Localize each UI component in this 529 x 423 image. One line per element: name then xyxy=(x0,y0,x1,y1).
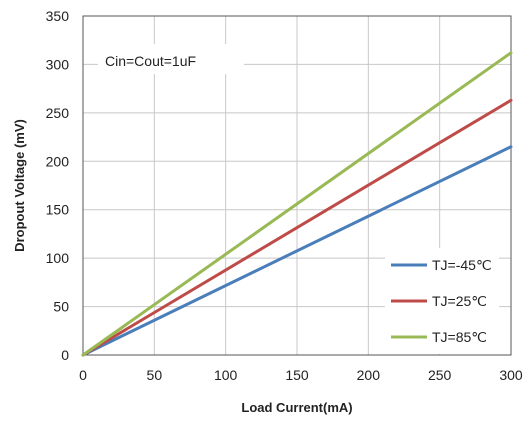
series-line-2 xyxy=(81,98,513,357)
y-tick-label: 350 xyxy=(46,8,70,24)
series-lines xyxy=(81,51,513,357)
x-tick-label: 250 xyxy=(428,367,452,383)
y-tick-label: 200 xyxy=(46,153,70,169)
y-tick-label: 300 xyxy=(46,56,70,72)
y-axis-ticks: 0 50 100 150 200 250 300 350 xyxy=(46,8,70,363)
annotation-cin-cout: Cin=Cout=1uF xyxy=(105,53,196,69)
x-tick-label: 0 xyxy=(79,367,87,383)
y-tick-label: 100 xyxy=(46,250,70,266)
annotation-background xyxy=(98,44,244,74)
y-tick-label: 0 xyxy=(61,347,69,363)
x-tick-label: 150 xyxy=(285,367,309,383)
series-line-3 xyxy=(81,51,513,357)
x-axis-ticks: 0 50 100 150 200 250 300 xyxy=(79,367,523,383)
series-line-1 xyxy=(81,145,513,357)
legend-label-3: TJ=85℃ xyxy=(432,329,487,345)
plot-frame xyxy=(82,15,512,356)
y-tick-label: 250 xyxy=(46,105,70,121)
x-tick-label: 100 xyxy=(214,367,238,383)
y-axis-title: Dropout Voltage (mV) xyxy=(12,119,27,252)
x-axis-title: Load Current(mA) xyxy=(241,400,352,415)
x-tick-label: 300 xyxy=(499,367,523,383)
legend: TJ=-45℃ TJ=25℃ TJ=85℃ xyxy=(385,248,499,354)
x-tick-label: 50 xyxy=(147,367,163,383)
x-tick-label: 200 xyxy=(357,367,381,383)
y-tick-label: 50 xyxy=(53,299,69,315)
legend-label-1: TJ=-45℃ xyxy=(432,257,492,273)
legend-label-2: TJ=25℃ xyxy=(432,293,487,309)
y-tick-label: 150 xyxy=(46,202,70,218)
